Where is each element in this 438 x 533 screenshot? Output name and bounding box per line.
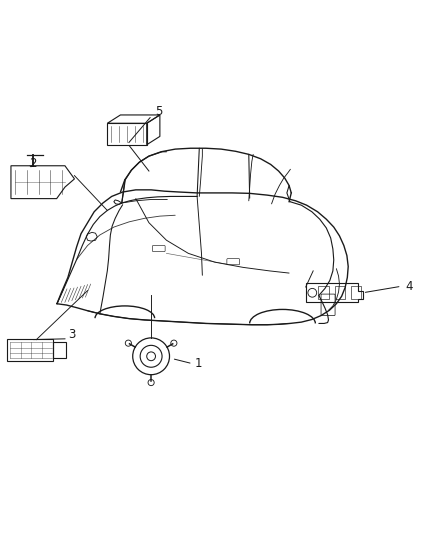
Text: 1: 1 [195,357,202,370]
Text: 5: 5 [155,104,163,117]
Text: 3: 3 [69,328,76,341]
Text: 4: 4 [405,280,413,293]
Text: 2: 2 [29,157,37,170]
